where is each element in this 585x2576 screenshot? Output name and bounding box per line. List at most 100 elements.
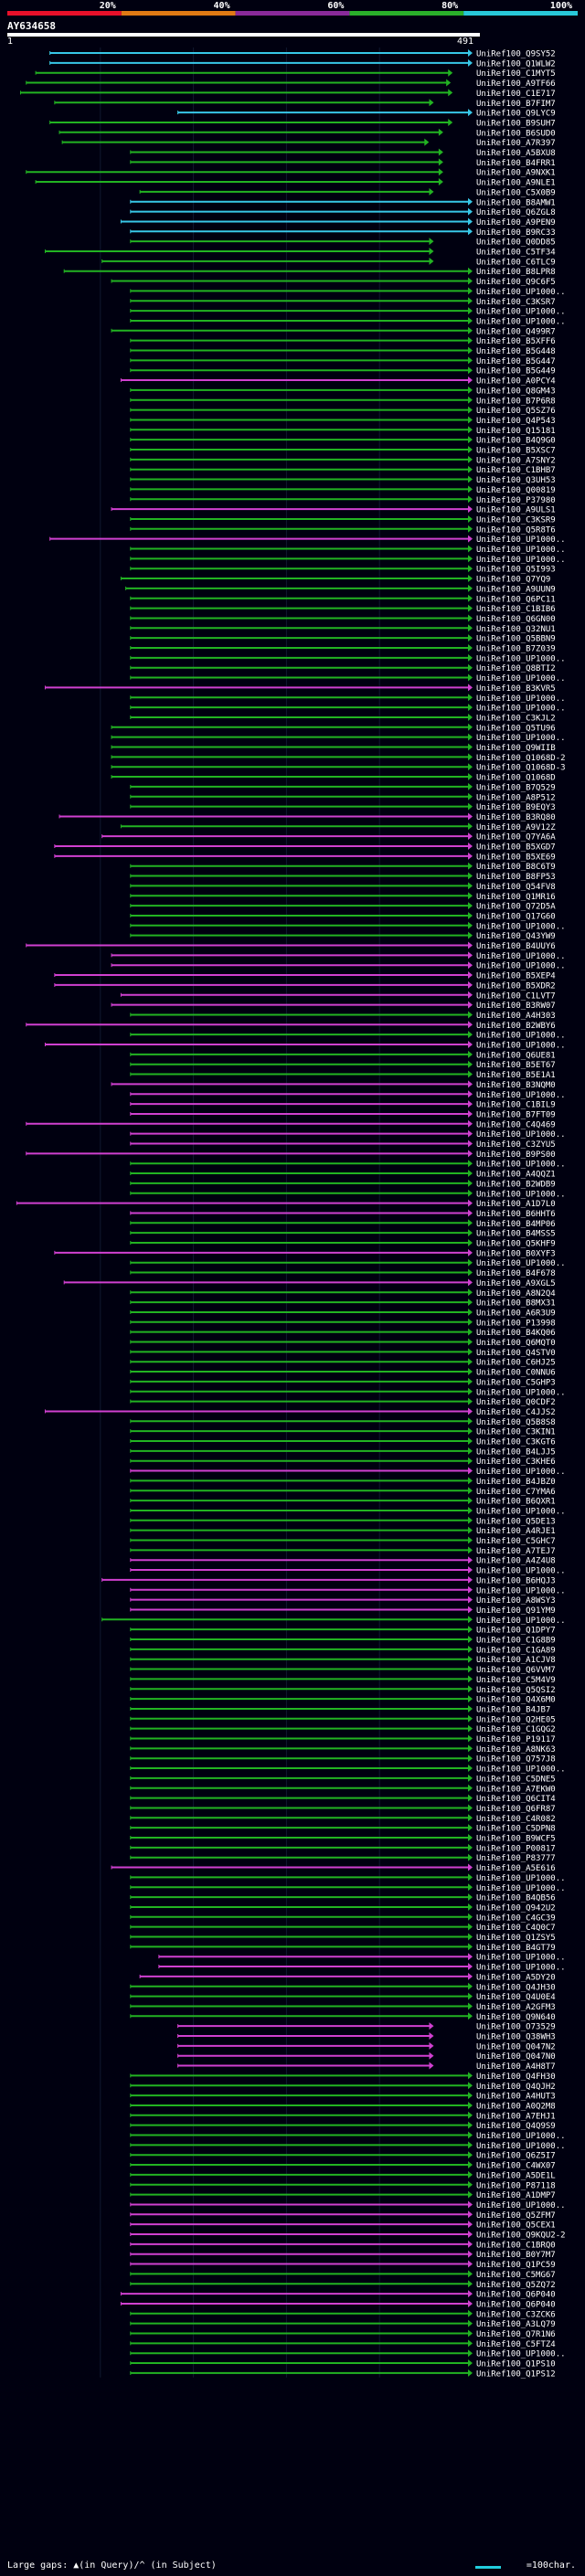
hit-row[interactable]: UniRef100_Q2HE05 bbox=[130, 1714, 556, 1725]
hit-label[interactable]: UniRef100_C5M4V9 bbox=[476, 1676, 556, 1685]
hit-label[interactable]: UniRef100_UP1000.. bbox=[476, 317, 566, 326]
hit-label[interactable]: UniRef100_Q047N0 bbox=[476, 2052, 556, 2062]
hit-label[interactable]: UniRef100_Q5R8T6 bbox=[476, 525, 556, 535]
hit-label[interactable]: UniRef100_A9XGL5 bbox=[476, 1279, 556, 1288]
hit-row[interactable]: UniRef100_Q8GM43 bbox=[130, 386, 556, 397]
hit-label[interactable]: UniRef100_B4QB56 bbox=[476, 1894, 556, 1903]
hit-label[interactable]: UniRef100_B4UUY6 bbox=[476, 942, 556, 951]
hit-row[interactable]: UniRef100_B0XYF3 bbox=[54, 1248, 556, 1259]
hit-label[interactable]: UniRef100_Q4QJH2 bbox=[476, 2083, 556, 2092]
hit-row[interactable]: UniRef100_Q4QJH2 bbox=[130, 2082, 556, 2092]
hit-row[interactable]: UniRef100_Q8BTI2 bbox=[130, 663, 556, 674]
hit-row[interactable]: UniRef100_Q54FV8 bbox=[130, 882, 556, 892]
hit-label[interactable]: UniRef100_Q5B8S8 bbox=[476, 1418, 556, 1427]
hit-row[interactable]: UniRef100_Q1DPY7 bbox=[130, 1626, 556, 1636]
hit-row[interactable]: UniRef100_B4F678 bbox=[130, 1268, 556, 1279]
hit-row[interactable]: UniRef100_Q43YW9 bbox=[130, 931, 556, 942]
hit-row[interactable]: UniRef100_B7FIM7 bbox=[54, 99, 556, 109]
hit-label[interactable]: UniRef100_C6TLC9 bbox=[476, 258, 556, 267]
hit-label[interactable]: UniRef100_UP1000.. bbox=[476, 705, 566, 714]
hit-row[interactable]: UniRef100_Q5TU96 bbox=[111, 723, 556, 734]
hit-label[interactable]: UniRef100_Q32NU1 bbox=[476, 625, 556, 634]
hit-label[interactable]: UniRef100_Q1PS10 bbox=[476, 2360, 556, 2369]
hit-label[interactable]: UniRef100_Q6P040 bbox=[476, 2291, 556, 2300]
hit-label[interactable]: UniRef100_C5TF34 bbox=[476, 249, 556, 258]
hit-label[interactable]: UniRef100_UP1000.. bbox=[476, 1964, 566, 1973]
hit-label[interactable]: UniRef100_UP1000.. bbox=[476, 922, 566, 931]
hit-label[interactable]: UniRef100_A5E616 bbox=[476, 1864, 556, 1873]
hit-row[interactable]: UniRef100_A9V12Z bbox=[120, 822, 556, 832]
hit-label[interactable]: UniRef100_A1D7L0 bbox=[476, 1200, 556, 1209]
hit-row[interactable]: UniRef100_Q6Z5I7 bbox=[130, 2151, 556, 2161]
hit-row[interactable]: UniRef100_B5XE69 bbox=[54, 852, 556, 863]
hit-row[interactable]: UniRef100_Q1068D-2 bbox=[111, 753, 566, 763]
hit-label[interactable]: UniRef100_Q38WH3 bbox=[476, 2033, 556, 2042]
hit-label[interactable]: UniRef100_Q5I993 bbox=[476, 566, 556, 575]
hit-label[interactable]: UniRef100_Q1068D-3 bbox=[476, 764, 566, 773]
hit-label[interactable]: UniRef100_Q7YA6A bbox=[476, 833, 556, 843]
hit-row[interactable]: UniRef100_P00817 bbox=[130, 1843, 556, 1854]
hit-label[interactable]: UniRef100_P19117 bbox=[476, 1735, 556, 1744]
hit-row[interactable]: UniRef100_Q5ZFM7 bbox=[130, 2210, 556, 2221]
hit-label[interactable]: UniRef100_UP1000.. bbox=[476, 2132, 566, 2141]
hit-row[interactable]: UniRef100_A7SNY2 bbox=[130, 455, 556, 466]
hit-label[interactable]: UniRef100_Q9SY52 bbox=[476, 50, 556, 59]
hit-row[interactable]: UniRef100_UP1000.. bbox=[130, 287, 566, 297]
hit-row[interactable]: UniRef100_B5ET67 bbox=[130, 1060, 556, 1071]
hit-label[interactable]: UniRef100_Q942U2 bbox=[476, 1903, 556, 1913]
hit-label[interactable]: UniRef100_C0NNU6 bbox=[476, 1369, 556, 1378]
hit-row[interactable]: UniRef100_C4GC39 bbox=[130, 1913, 556, 1924]
hit-label[interactable]: UniRef100_C1MYT5 bbox=[476, 69, 556, 79]
hit-label[interactable]: UniRef100_A9NXK1 bbox=[476, 169, 556, 178]
hit-label[interactable]: UniRef100_UP1000.. bbox=[476, 1874, 566, 1883]
hit-label[interactable]: UniRef100_B8MX31 bbox=[476, 1299, 556, 1309]
hit-row[interactable]: UniRef100_B0Y7M7 bbox=[130, 2250, 556, 2261]
hit-label[interactable]: UniRef100_Q72D5A bbox=[476, 903, 556, 912]
hit-label[interactable]: UniRef100_Q6MQT0 bbox=[476, 1339, 556, 1348]
hit-row[interactable]: UniRef100_B8FP53 bbox=[130, 872, 556, 883]
hit-label[interactable]: UniRef100_Q4Q9S9 bbox=[476, 2122, 556, 2131]
hit-label[interactable]: UniRef100_B7FT09 bbox=[476, 1110, 556, 1119]
hit-label[interactable]: UniRef100_Q6VVM7 bbox=[476, 1666, 556, 1675]
hit-row[interactable]: UniRef100_B7FT09 bbox=[130, 1109, 556, 1120]
hit-row[interactable]: UniRef100_Q9WIIB bbox=[111, 743, 556, 754]
hit-label[interactable]: UniRef100_C5GHC7 bbox=[476, 1537, 556, 1546]
hit-row[interactable]: UniRef100_O73529 bbox=[177, 2022, 556, 2032]
hit-label[interactable]: UniRef100_Q1068D-2 bbox=[476, 754, 566, 763]
hit-row[interactable]: UniRef100_C5DPN8 bbox=[130, 1824, 556, 1834]
hit-row[interactable]: UniRef100_UP1000.. bbox=[130, 1467, 566, 1478]
hit-row[interactable]: UniRef100_Q6GN00 bbox=[130, 614, 556, 624]
hit-row[interactable]: UniRef100_A9ULS1 bbox=[111, 505, 556, 515]
hit-row[interactable]: UniRef100_C3KJL2 bbox=[130, 713, 556, 724]
hit-row[interactable]: UniRef100_B2WDB9 bbox=[130, 1179, 556, 1190]
hit-row[interactable]: UniRef100_P87118 bbox=[130, 2180, 556, 2191]
hit-row[interactable]: UniRef100_Q6PC11 bbox=[130, 594, 556, 605]
hit-row[interactable]: UniRef100_UP1000.. bbox=[130, 1031, 566, 1041]
hit-label[interactable]: UniRef100_A3LQ79 bbox=[476, 2320, 556, 2329]
hit-row[interactable]: UniRef100_Q7YA6A bbox=[101, 832, 557, 843]
hit-row[interactable]: UniRef100_A4RJE1 bbox=[130, 1526, 556, 1537]
hit-row[interactable]: UniRef100_Q9SY52 bbox=[49, 49, 556, 59]
hit-row[interactable]: UniRef100_B5G449 bbox=[130, 366, 556, 376]
hit-row[interactable]: UniRef100_Q6MQT0 bbox=[130, 1338, 556, 1349]
hit-row[interactable]: UniRef100_A5DY20 bbox=[139, 1972, 556, 1983]
hit-row[interactable]: UniRef100_Q9LYC9 bbox=[177, 109, 556, 119]
hit-label[interactable]: UniRef100_B6QXR1 bbox=[476, 1498, 556, 1507]
hit-label[interactable]: UniRef100_Q1WLW2 bbox=[476, 59, 556, 69]
hit-label[interactable]: UniRef100_B9SUH7 bbox=[476, 119, 556, 128]
hit-label[interactable]: UniRef100_A5BXU8 bbox=[476, 149, 556, 158]
hit-row[interactable]: UniRef100_C4Q469 bbox=[26, 1119, 556, 1130]
hit-label[interactable]: UniRef100_Q4U0E4 bbox=[476, 1993, 556, 2002]
hit-label[interactable]: UniRef100_C3KIN1 bbox=[476, 1428, 556, 1437]
hit-row[interactable]: UniRef100_C5TF34 bbox=[44, 248, 556, 258]
hit-row[interactable]: UniRef100_UP1000.. bbox=[158, 1963, 566, 1973]
hit-row[interactable]: UniRef100_Q38WH3 bbox=[177, 2032, 556, 2042]
hit-row[interactable]: UniRef100_A7EKW0 bbox=[130, 1784, 556, 1795]
hit-label[interactable]: UniRef100_B7P6R8 bbox=[476, 397, 556, 406]
hit-label[interactable]: UniRef100_Q1PS12 bbox=[476, 2369, 556, 2379]
hit-row[interactable]: UniRef100_C1BIL9 bbox=[130, 1100, 556, 1110]
hit-label[interactable]: UniRef100_B4GT79 bbox=[476, 1944, 556, 1953]
hit-row[interactable]: UniRef100_B9PS00 bbox=[26, 1150, 556, 1160]
hit-row[interactable]: UniRef100_B5XEP4 bbox=[54, 971, 556, 981]
hit-label[interactable]: UniRef100_UP1000.. bbox=[476, 2142, 566, 2151]
